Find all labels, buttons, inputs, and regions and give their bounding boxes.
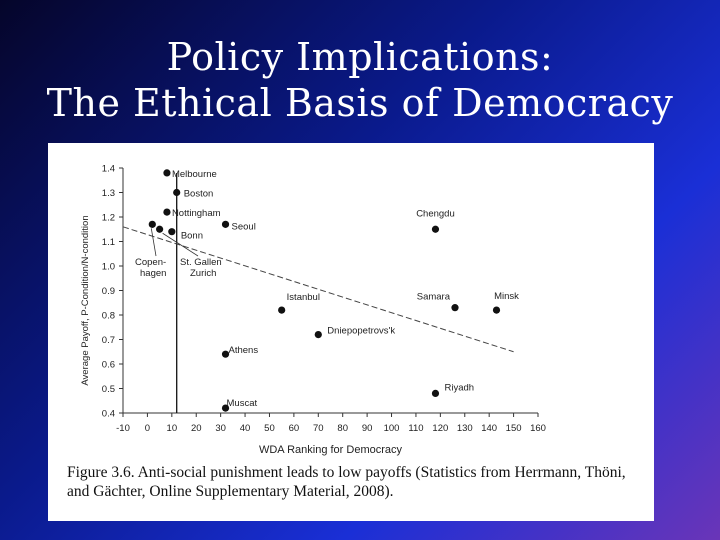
x-tick-label: 50: [264, 423, 275, 434]
slide-title-line-2: The Ethical Basis of Democracy: [46, 81, 674, 125]
x-tick-label: 10: [167, 423, 178, 434]
data-point-label: Seoul: [232, 221, 256, 232]
copenhagen-pointer: [150, 228, 157, 257]
data-point-label: Riyadh: [444, 382, 474, 393]
data-point: [278, 306, 286, 314]
data-point-label: Dniepopetrovs'k: [327, 326, 395, 337]
data-point: [431, 389, 440, 397]
x-tick-label: 90: [362, 423, 373, 434]
y-axis-label: Average Payoff, P-Condition/N-condition: [80, 215, 91, 385]
figure-caption: Figure 3.6. Anti-social punishment leads…: [67, 464, 626, 500]
annotation-label: hagen: [140, 268, 166, 279]
x-tick-label: 140: [481, 423, 497, 434]
data-point-label: Istanbul: [287, 292, 320, 303]
annotation-label: St. Gallen: [180, 257, 222, 268]
st-gallen-pointer: [162, 232, 199, 257]
data-point: [431, 225, 440, 233]
y-tick-label: 1.4: [102, 164, 115, 175]
y-tick-label: 1.0: [102, 262, 115, 273]
y-tick-label: 0.6: [102, 360, 115, 371]
x-tick-label: -10: [116, 423, 130, 434]
x-tick-label: 120: [432, 423, 448, 434]
data-point: [163, 208, 171, 216]
y-tick-label: 1.3: [102, 188, 115, 199]
data-point: [221, 404, 230, 412]
data-point: [148, 220, 156, 228]
data-point-label: Chengdu: [416, 208, 455, 219]
y-tick-label: 0.9: [102, 286, 115, 297]
data-point: [173, 188, 181, 197]
y-tick-label: 0.7: [102, 335, 115, 346]
x-axis-label: WDA Ranking for Democracy: [259, 444, 403, 456]
y-tick-label: 0.4: [102, 409, 115, 420]
data-point-label: Samara: [417, 292, 451, 303]
data-point-label: Nottingham: [172, 208, 221, 219]
annotation-label: Copen-: [135, 257, 166, 268]
data-point-label: Boston: [184, 189, 214, 200]
x-tick-label: 30: [215, 423, 226, 434]
data-point: [163, 169, 171, 177]
data-point-label: Bonn: [181, 231, 203, 242]
data-point: [221, 350, 230, 358]
scatter-chart: 0.4 0.5 0.6 0.7 0.8 0.9 1.0 1.1 1.2 1.3 1.4 -10 0 10 2…: [80, 164, 546, 457]
x-tick-label: 150: [506, 423, 522, 434]
x-tick-label: 80: [337, 423, 348, 434]
x-tick-label: 160: [530, 423, 546, 434]
data-point-label: Minsk: [494, 291, 519, 302]
x-tick-label: 20: [191, 423, 202, 434]
y-tick-label: 1.1: [102, 237, 115, 248]
annotation-label: Zurich: [190, 268, 216, 279]
trend-line: [122, 226, 514, 353]
data-point: [451, 304, 459, 312]
x-tick-label: 40: [240, 423, 251, 434]
y-tick-label: 0.5: [102, 384, 115, 395]
data-point: [314, 331, 322, 339]
data-point-label: Muscat: [227, 398, 258, 409]
x-tick-label: 0: [145, 423, 150, 434]
y-tick-label: 0.8: [102, 311, 115, 322]
data-point-label: Athens: [229, 345, 259, 356]
data-point: [221, 220, 230, 228]
x-tick-label: 110: [408, 423, 423, 434]
x-tick-label: 70: [313, 423, 324, 434]
x-tick-label: 130: [457, 423, 473, 434]
y-tick-label: 1.2: [102, 213, 115, 224]
slide-title-line-1: Policy Implications:: [166, 35, 554, 79]
figure-panel: 0.4 0.5 0.6 0.7 0.8 0.9 1.0 1.1 1.2 1.3 1.4 -10 0 10 2…: [48, 143, 654, 521]
data-point: [168, 228, 176, 236]
data-point: [492, 306, 501, 314]
data-point: [156, 225, 164, 233]
data-point-label: Melbourne: [172, 169, 217, 180]
x-tick-label: 60: [289, 423, 300, 434]
x-tick-label: 100: [384, 423, 400, 434]
